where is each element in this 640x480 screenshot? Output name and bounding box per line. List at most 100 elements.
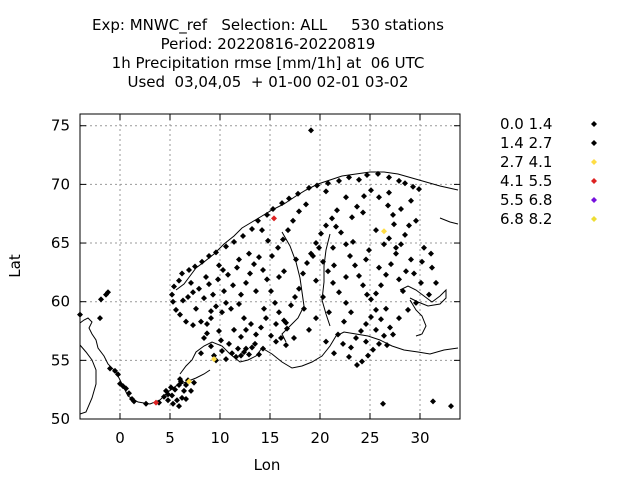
data-point [223,356,229,363]
data-point [223,299,229,306]
data-point [105,289,111,296]
data-point [235,345,241,352]
data-point [238,291,244,298]
x-tick-label: 25 [360,429,379,447]
data-point [225,271,231,278]
data-point [364,172,370,178]
data-point [219,309,225,316]
x-tick-label: 5 [165,429,175,447]
data-point [174,397,180,404]
data-point [286,195,292,202]
data-point [216,328,222,335]
data-point [213,249,219,256]
data-point [176,403,182,410]
data-point [263,315,269,322]
data-point [211,352,217,359]
data-point [290,217,296,224]
data-point [383,271,389,278]
data-point [198,350,204,357]
data-point [413,217,419,224]
x-tick-label: 20 [310,429,329,447]
data-point [296,285,302,292]
data-point [348,309,354,316]
data-point [170,400,176,407]
data-point [220,267,226,274]
data-point [280,236,286,243]
y-axis-label: Lat [6,254,24,278]
data-point [169,291,175,298]
data-point [273,320,279,327]
data-point [281,268,287,275]
data-point [123,385,129,392]
data-point [413,299,419,306]
data-point [343,194,349,201]
data-point [192,263,198,270]
data-point [333,223,339,230]
data-point [370,346,376,353]
data-point [256,254,262,261]
data-point [361,193,367,200]
data-point [243,345,249,352]
data-point [168,384,174,391]
title-line: 1h Precipitation rmse [mm/1h] at 06 UTC [111,54,425,72]
data-point [261,305,267,312]
data-point [363,256,369,263]
data-point [386,235,392,242]
x-tick-label: 30 [410,429,429,447]
data-point [421,244,427,251]
title-line: Exp: MNWC_ref Selection: ALL 530 station… [92,16,444,34]
data-point [246,250,252,257]
data-point [260,345,266,352]
legend-marker [591,178,597,184]
data-point [279,200,285,207]
data-point [193,305,199,312]
legend: 0.0 1.41.4 2.72.7 4.14.1 5.55.5 6.86.8 8… [500,115,597,228]
data-point [393,244,399,251]
data-point [170,298,176,305]
data-point [216,262,222,269]
legend-label: 2.7 4.1 [500,153,552,171]
data-point [363,320,369,327]
data-point [429,264,435,271]
data-point [186,267,192,274]
data-point [201,295,207,302]
data-point [400,288,406,295]
data-point [252,340,258,347]
legend-label: 6.8 8.2 [500,210,552,228]
data-point [97,315,103,322]
data-point [199,258,205,265]
data-point [343,241,349,248]
data-point [172,386,178,393]
data-point [98,296,104,303]
data-point [308,127,314,134]
data-point [204,320,210,327]
data-point [288,302,294,309]
data-point [169,392,175,399]
title-line: Period: 20220816-20220819 [160,35,376,53]
data-point [258,324,264,331]
y-tick-label: 50 [51,410,70,428]
data-point [259,227,265,234]
data-point [343,299,349,306]
data-point [405,306,411,313]
data-point [131,398,137,405]
data-point [198,318,204,325]
data-point [249,344,255,351]
data-point [398,241,404,248]
data-point [411,270,417,277]
y-tick-label: 70 [51,175,70,193]
data-point [253,331,259,338]
data-point [343,274,349,281]
data-point [388,261,394,268]
data-point [296,208,302,215]
data-point [177,311,183,318]
data-point [373,306,379,313]
data-point [272,299,278,306]
data-point [433,279,439,286]
data-point [306,184,312,191]
legend-marker [591,159,597,165]
data-point [249,225,255,232]
legend-label: 1.4 2.7 [500,134,552,152]
data-point [275,244,281,251]
data-point [325,268,331,275]
